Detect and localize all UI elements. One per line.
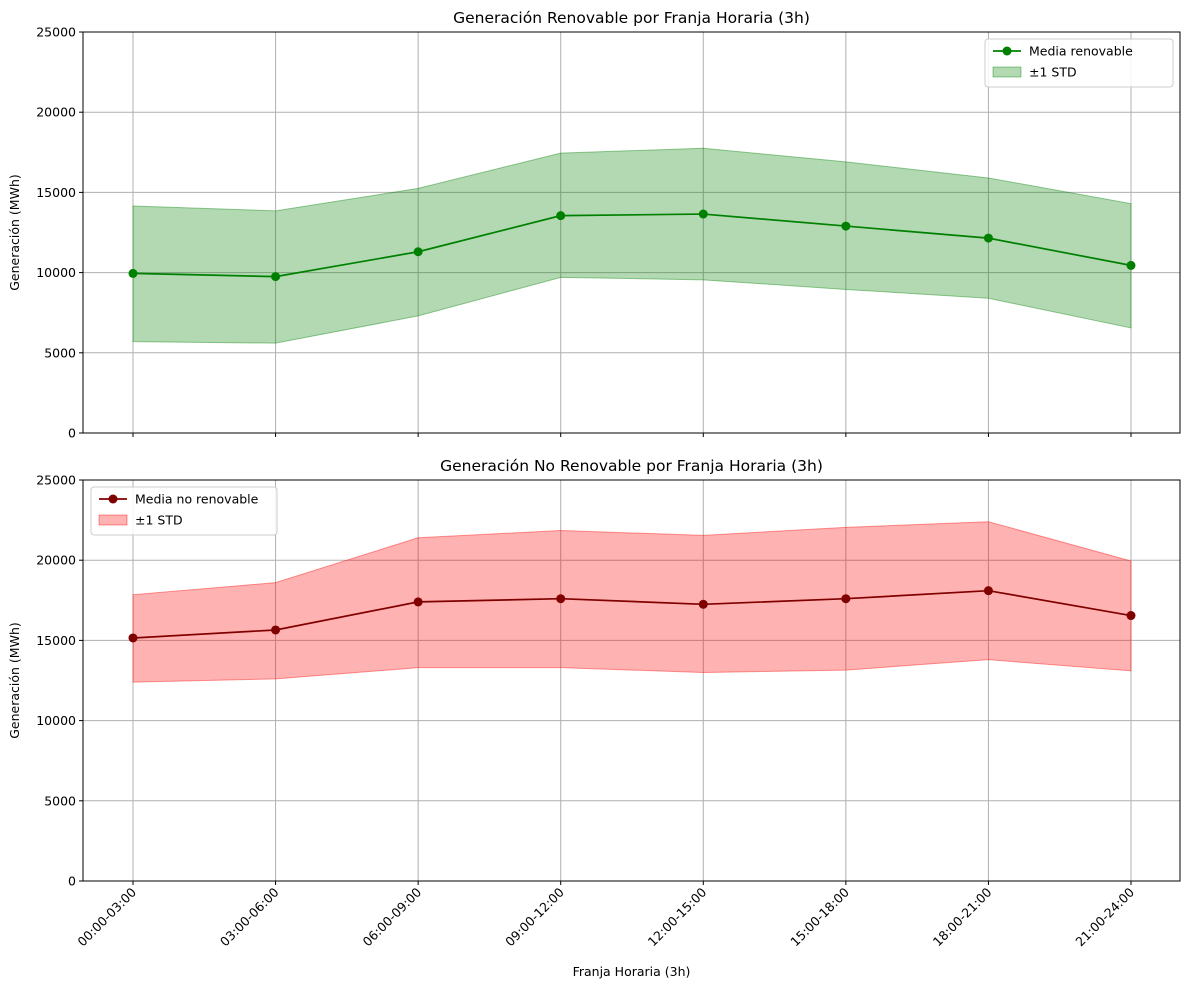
legend-label: Media renovable	[1029, 44, 1133, 59]
series-line	[132, 213, 1132, 278]
x-tick-label: 12:00-15:00	[645, 884, 710, 949]
y-axis-label: Generación (MWh)	[7, 174, 22, 291]
series-line	[132, 589, 1132, 639]
x-tick-label: 06:00-09:00	[360, 884, 425, 949]
data-point	[128, 633, 138, 643]
x-tick-label: 15:00-18:00	[787, 884, 852, 949]
legend-label: ±1 STD	[1029, 65, 1077, 80]
legend-marker-swatch	[108, 494, 118, 504]
legend-label: Media no renovable	[135, 492, 259, 507]
y-tick-label: 5000	[44, 345, 76, 360]
data-point	[841, 594, 851, 604]
legend: Media no renovable ±1 STD	[90, 486, 278, 536]
data-point	[841, 221, 851, 231]
data-point	[271, 272, 281, 282]
data-point	[128, 268, 138, 278]
data-point	[413, 597, 423, 607]
data-point	[1126, 260, 1136, 270]
y-tick-label: 15000	[36, 185, 76, 200]
data-point	[271, 625, 281, 635]
axes-frame	[82, 479, 1181, 882]
x-tick-label: 03:00-06:00	[217, 884, 282, 949]
x-tick-label: 09:00-12:00	[502, 884, 567, 949]
chart-panel-1: 0 5000 10000 15000 20000 25000 Generación Reno…	[7, 9, 1181, 441]
y-tick-label: 5000	[44, 793, 76, 808]
y-tick-label: 10000	[36, 713, 76, 728]
y-tick-label: 10000	[36, 265, 76, 280]
y-axis-label: Generación (MWh)	[7, 622, 22, 739]
legend-label: ±1 STD	[135, 513, 183, 528]
legend-band-swatch	[992, 66, 1022, 78]
data-point	[556, 594, 566, 604]
legend: Media renovable ±1 STD	[984, 38, 1174, 88]
x-axis-label: Franja Horaria (3h)	[573, 964, 691, 979]
chart-title: Generación No Renovable por Franja Horar…	[440, 457, 823, 475]
y-tick-label: 20000	[36, 105, 76, 120]
y-tick-label: 0	[68, 874, 76, 889]
legend-band-swatch	[98, 514, 128, 526]
y-tick-label: 25000	[36, 473, 76, 488]
y-tick-label: 0	[68, 426, 76, 441]
data-point	[1126, 611, 1136, 621]
data-point	[983, 233, 993, 243]
legend-box	[984, 38, 1174, 88]
data-point	[413, 247, 423, 257]
std-band	[132, 147, 1132, 344]
y-tick-label: 25000	[36, 25, 76, 40]
x-tick-label: 21:00-24:00	[1072, 884, 1137, 949]
y-tick-label: 15000	[36, 633, 76, 648]
data-point	[556, 211, 566, 221]
y-tick-label: 20000	[36, 553, 76, 568]
legend-box	[90, 486, 278, 536]
data-point	[698, 209, 708, 219]
chart-panel-2: 0 5000 10000 15000 20000 25000 00:00-03:00 03:0…	[7, 457, 1181, 979]
data-point	[983, 586, 993, 596]
legend-marker-swatch	[1002, 46, 1012, 56]
x-tick-label: 18:00-21:00	[930, 884, 995, 949]
data-point	[698, 599, 708, 609]
axes-frame	[82, 31, 1181, 434]
x-tick-label: 00:00-03:00	[74, 884, 139, 949]
chart-title: Generación Renovable por Franja Horaria …	[453, 9, 810, 27]
